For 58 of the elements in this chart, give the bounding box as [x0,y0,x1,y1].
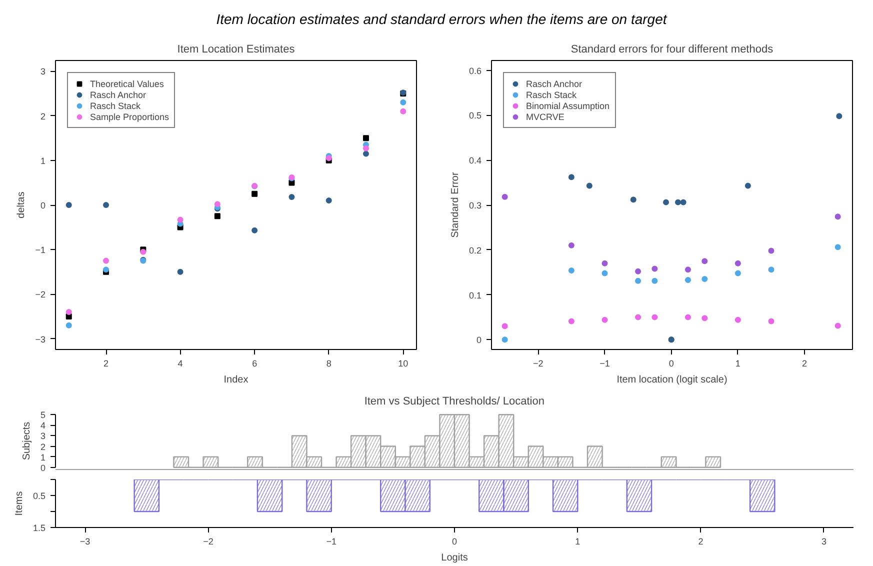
x-axis-title: Index [224,374,248,386]
y-tick-label: 0 [476,335,482,346]
y-tick-label: 0.6 [468,66,482,76]
chart-title: Item Location Estimates [177,44,296,56]
y-axis-title: deltas [16,192,28,218]
y-tick-label: 0.2 [468,245,482,256]
x-tick-label: 2 [104,358,109,368]
y-tick-label: 2 [40,442,46,452]
y-tick-label: 0.4 [468,156,482,166]
chart-title: Item vs Subject Thresholds/ Location [364,396,544,408]
x-tick-label: 0 [668,358,674,368]
x-tick-label: 1 [735,358,740,368]
x-axis-title: Item location (logit scale) [616,374,728,386]
text: Item location estimates and standard errors when the items are on target [216,10,667,29]
y-tick-label: 1 [40,452,46,462]
legend-label: Rasch Stack [90,100,141,111]
legend-label: Binomial Assumption [526,100,610,111]
y-tick-label: 0.1 [468,290,482,300]
x-tick-label: −2 [532,358,544,368]
y-tick-label: 0 [40,200,46,210]
y-tick-label: 1 [40,156,46,166]
x-tick-label: 10 [398,358,408,368]
y-axis-title: Standard Error [450,172,461,238]
y-axis-title: Items [14,491,25,516]
y-tick-label: −2 [35,290,46,300]
y-axis-title: Subjects [21,422,32,460]
y-tick-label: −3 [35,334,46,344]
y-tick-label: −1 [35,245,46,256]
x-tick-label: 8 [326,358,332,368]
legend-label: Rasch Anchor [90,89,146,100]
x-tick-label: 2 [698,536,704,546]
y-tick-label: 0.5 [468,110,482,121]
y-tick-label: 3 [40,431,46,442]
x-tick-label: 0 [452,536,458,546]
x-tick-label: −2 [203,536,214,546]
y-tick-label: 0.5 [32,491,46,501]
x-tick-label: 3 [821,536,826,546]
x-tick-label: −1 [326,536,336,546]
x-tick-label: 4 [178,358,183,368]
y-tick-label: 0.3 [468,200,482,210]
x-tick-label: −3 [80,536,90,546]
x-axis-title: Logits [441,552,468,564]
x-tick-label: 6 [252,358,258,368]
x-tick-label: 1 [575,536,580,546]
legend-label: Theoretical Values [90,78,164,89]
chart-title: Standard errors for four different methods [570,44,774,56]
x-tick-label: 2 [802,358,808,368]
legend-label: Rasch Stack [526,89,577,100]
y-tick-label: 2 [40,111,46,122]
legend-label: Rasch Anchor [526,78,582,89]
legend-label: Sample Proportions [90,111,170,122]
y-tick-label: 4 [40,420,46,431]
legend-label: MVCRVE [526,111,564,122]
y-tick-label: 0 [40,462,46,473]
x-tick-label: −1 [600,358,610,368]
y-tick-label: 5 [40,410,46,420]
y-tick-label: 1.5 [32,523,46,533]
y-tick-label: 3 [40,66,46,77]
